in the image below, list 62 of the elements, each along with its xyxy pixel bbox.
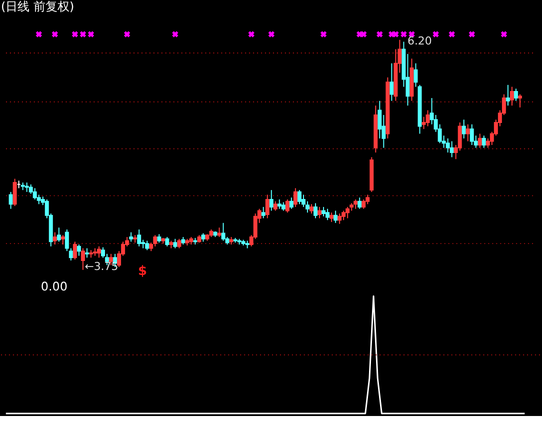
- candlestick: [273, 200, 278, 212]
- candlestick: [470, 124, 474, 146]
- candlestick: [80, 248, 85, 270]
- candlestick: [426, 110, 430, 127]
- annotation: 6.20: [407, 34, 432, 48]
- candlestick: [289, 197, 294, 210]
- candlestick: [285, 198, 290, 214]
- candlestick: [261, 206, 266, 219]
- candlestick: [318, 206, 322, 219]
- candlestick: [450, 140, 454, 158]
- candlestick: [56, 227, 61, 242]
- candlestick: [293, 188, 298, 208]
- candlestick: [72, 241, 77, 260]
- candlestick: [446, 138, 450, 154]
- candlestick: [362, 198, 366, 210]
- chart-title: (日线 前复权): [0, 0, 74, 14]
- annotation: $: [138, 264, 147, 279]
- candlestick: [478, 133, 482, 148]
- candlestick: [52, 232, 57, 245]
- candlestick: [366, 194, 370, 205]
- candlestick: [277, 198, 282, 210]
- candlestick: [326, 208, 330, 221]
- text: 0.00: [40, 280, 68, 294]
- candlestick: [84, 248, 89, 258]
- candlestick: [358, 197, 362, 210]
- candlestick: [165, 236, 170, 247]
- candlestick: [145, 240, 150, 251]
- candlestick: [346, 206, 350, 219]
- candlestick: [414, 62, 418, 88]
- candlestick: [330, 212, 334, 222]
- candlestick: [177, 238, 182, 249]
- candlestick: [173, 238, 178, 249]
- candlestick: [390, 62, 394, 102]
- candlestick: [334, 210, 338, 224]
- candlestick: [60, 234, 65, 245]
- candlestick: [32, 188, 37, 200]
- candlestick: [310, 204, 314, 214]
- candlestick: [510, 86, 514, 106]
- candlestick: [462, 119, 466, 139]
- candlestick: [314, 202, 318, 219]
- candlestick: [12, 178, 17, 207]
- candlestick: [8, 191, 13, 210]
- candlestick: [518, 94, 522, 108]
- candlestick: [506, 84, 510, 106]
- candlestick: [221, 222, 226, 242]
- candlestick: [338, 213, 342, 224]
- candlestick: [466, 124, 470, 142]
- candlestick: [217, 227, 222, 238]
- candlestick: [97, 246, 101, 258]
- annotation: ←3.75: [84, 260, 118, 273]
- candlestick: [482, 135, 486, 148]
- candlestick: [297, 190, 302, 205]
- candlestick: [76, 244, 81, 256]
- candlestick: [322, 206, 326, 217]
- candlestick: [342, 210, 346, 221]
- candlestick: [137, 228, 142, 247]
- candlestick: [514, 88, 518, 102]
- candlestick: [269, 190, 274, 212]
- candlestick: [354, 198, 358, 210]
- candlestick: [129, 232, 134, 242]
- candlestick: [265, 194, 270, 219]
- candlestick: [153, 234, 158, 247]
